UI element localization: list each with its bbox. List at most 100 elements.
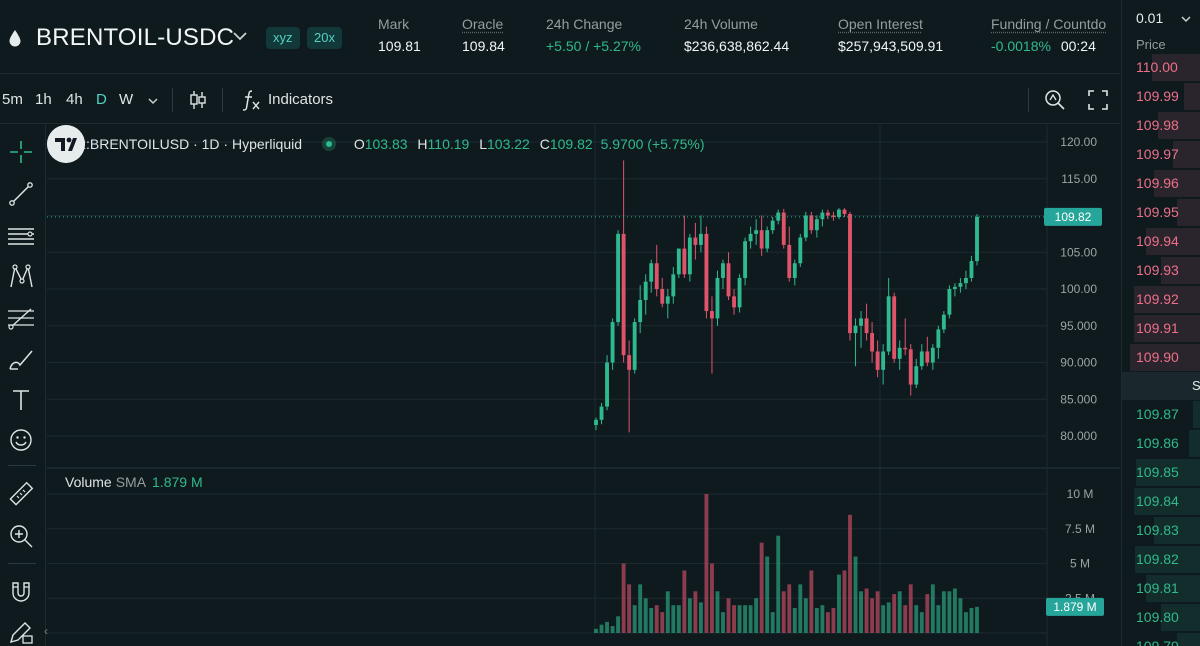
volume-bar [914,605,919,633]
volume-bar [820,605,825,633]
bid-row[interactable]: 109.82 [1122,545,1200,574]
ask-row[interactable]: 109.95 [1122,198,1200,227]
timeframe-5m[interactable]: 5m [2,91,23,108]
ruler-icon[interactable] [6,479,36,509]
drawing-tools-sidebar [0,125,46,646]
candlestick-chart-canvas[interactable]: 120.00115.00110.00105.00100.0095.00090.0… [47,125,1120,646]
timeframe-w[interactable]: W [119,91,134,108]
market-symbol[interactable]: BRENTOIL-USDC [36,24,235,51]
bid-row[interactable]: 109.85 [1122,458,1200,487]
volume-axis-label: 5 M [1070,557,1090,571]
depth-bar [1177,633,1200,646]
bid-row[interactable]: 109.83 [1122,516,1200,545]
ask-row[interactable]: 109.97 [1122,140,1200,169]
volume-bar [875,591,880,633]
volume-bar [726,598,731,633]
fullscreen-icon[interactable] [1087,89,1109,111]
ask-row[interactable]: 109.92 [1122,285,1200,314]
candle-body [969,261,974,278]
bid-row[interactable]: 109.79 [1122,632,1200,646]
depth-bar [1161,257,1200,284]
ask-row[interactable]: 110.00 [1122,53,1200,82]
stat-label: Open Interest [838,16,923,32]
market-status-dot [321,137,336,151]
timeframe-4h[interactable]: 4h [66,91,83,108]
candle-body [964,277,968,284]
ask-price: 109.99 [1136,88,1179,104]
bid-row[interactable]: 109.84 [1122,487,1200,516]
volume-bar [660,612,665,633]
zoom-in-icon[interactable] [6,521,36,551]
price-chart[interactable]: 120.00115.00110.00105.00100.0095.00090.0… [47,125,1120,646]
crosshair-icon[interactable] [6,137,36,167]
timeframe-d[interactable]: D [96,91,107,108]
chevron-down-icon[interactable] [147,96,159,106]
tradingview-logo-icon[interactable] [47,125,85,163]
ask-row[interactable]: 109.91 [1122,314,1200,343]
timeframe-1h[interactable]: 1h [35,91,52,108]
candle-body [704,233,709,312]
text-icon[interactable] [6,385,36,415]
volume-bar [698,602,703,633]
volume-bar [654,605,659,633]
fib-icon[interactable] [6,303,36,333]
orderbook-price-header: Price [1136,37,1166,52]
volume-bar [792,607,797,633]
depth-bar [1130,344,1200,371]
alert-search-icon[interactable] [1043,88,1067,112]
chevron-down-icon[interactable] [1180,14,1192,24]
pencil-lock-icon[interactable] [6,617,36,646]
bid-row[interactable]: 109.80 [1122,603,1200,632]
candle-body [743,241,748,278]
magnet-icon[interactable] [6,577,36,607]
candlestick-icon[interactable] [187,89,209,111]
volume-axis-label: 10 M [1067,487,1094,501]
ask-row[interactable]: 109.90 [1122,343,1200,372]
candle-body [870,333,875,352]
ask-price: 109.95 [1136,204,1179,220]
ask-row[interactable]: 109.96 [1122,169,1200,198]
candle-body [809,215,814,231]
emoji-icon[interactable] [6,425,36,455]
leverage-badge[interactable]: 20x [307,27,342,49]
depth-bar [1158,112,1200,139]
ask-price: 109.97 [1136,146,1179,162]
candle-body [958,283,963,287]
bid-price: 109.83 [1136,522,1179,538]
collapse-tools-icon[interactable]: ‹ [44,624,48,638]
volume-bar [897,591,902,633]
stat-mark: Mark 109.81 [378,16,421,54]
stat-value: 109.84 [462,38,505,54]
bid-row[interactable]: 109.87 [1122,400,1200,429]
toolbar-divider [1028,88,1029,112]
chevron-down-icon[interactable] [232,30,248,42]
volume-bar [610,626,615,633]
candle-body [875,351,880,370]
fx-indicators-icon[interactable] [240,88,262,112]
candle-body [925,351,930,363]
indicators-button[interactable]: Indicators [268,91,334,108]
candle-body [721,263,725,278]
depth-bar [1135,546,1200,573]
candle-body [654,263,659,289]
ask-row[interactable]: 109.94 [1122,227,1200,256]
bid-row[interactable]: 109.86 [1122,429,1200,458]
candle-body [820,212,825,220]
brush-icon[interactable] [6,345,36,375]
tick-size-select[interactable]: 0.01 [1136,10,1164,26]
ask-row[interactable]: 109.93 [1122,256,1200,285]
bid-row[interactable]: 109.81 [1122,574,1200,603]
horizontal-lines-icon[interactable] [6,221,36,251]
depth-bar [1152,54,1200,81]
trend-line-icon[interactable] [6,179,36,209]
volume-bar [676,605,681,633]
volume-bar [969,607,974,633]
volume-bar [903,605,908,633]
ask-row[interactable]: 109.98 [1122,111,1200,140]
candle-body [941,314,946,330]
stat-24h-volume: 24h Volume $236,638,862.44 [684,16,789,54]
pattern-icon[interactable] [6,261,36,291]
volume-bar [886,602,891,633]
ask-row[interactable]: 109.99 [1122,82,1200,111]
volume-bar [710,563,714,633]
